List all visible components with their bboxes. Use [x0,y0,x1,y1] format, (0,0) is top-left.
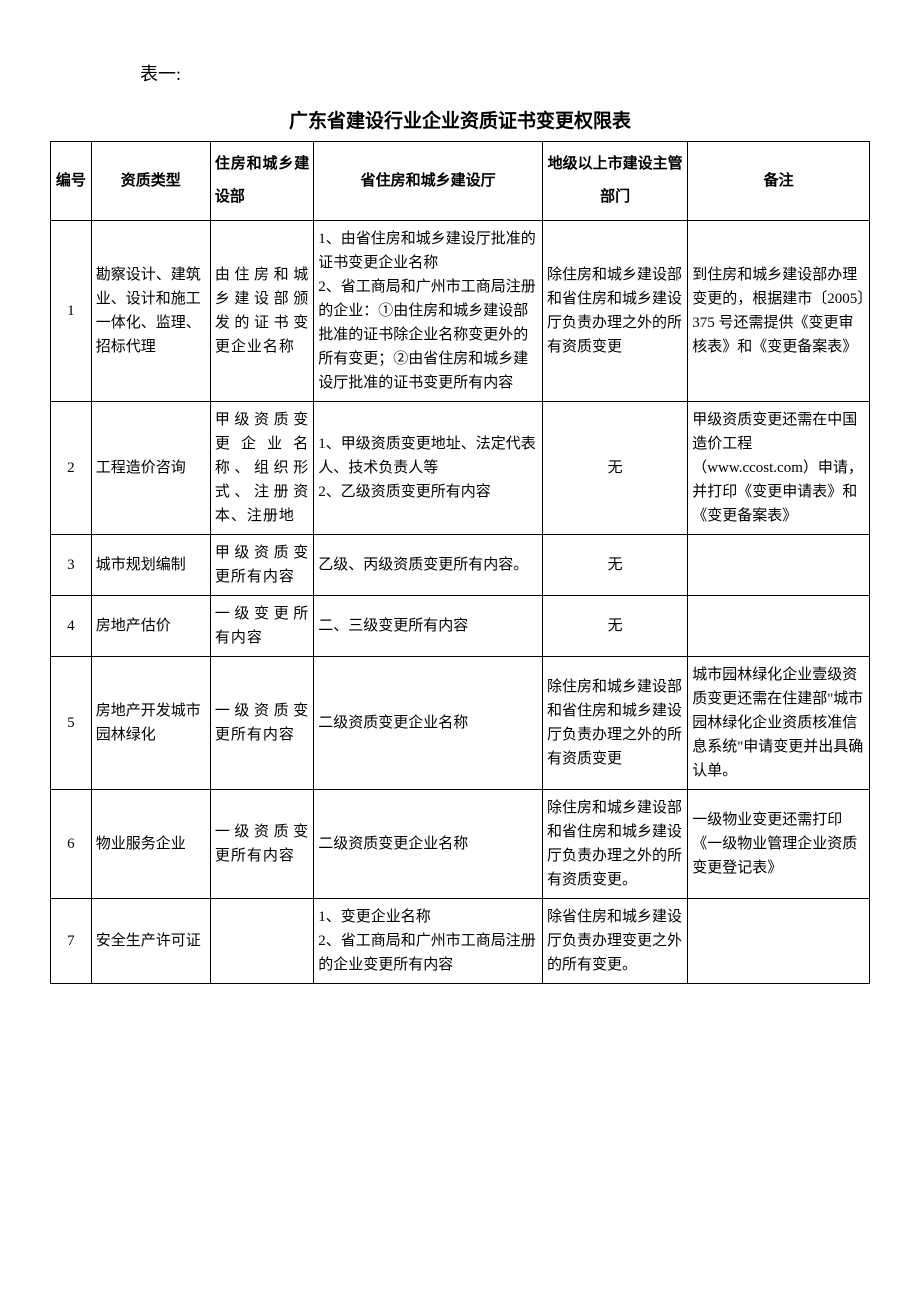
table-row: 4 房地产估价 一级变更所有内容 二、三级变更所有内容 无 [51,596,870,657]
cell-type: 房地产开发城市园林绿化 [91,657,210,790]
cell-notes: 城市园林绿化企业壹级资质变更还需在住建部"城市园林绿化企业资质核准信息系统"申请… [688,657,870,790]
cell-notes [688,596,870,657]
cell-notes: 到住房和城乡建设部办理变更的，根据建市〔2005〕375 号还需提供《变更审核表… [688,221,870,402]
header-id: 编号 [51,142,92,221]
cell-dept3: 除住房和城乡建设部和省住房和城乡建设厅负责办理之外的所有资质变更 [542,221,687,402]
cell-id: 5 [51,657,92,790]
cell-dept2: 二级资质变更企业名称 [314,657,543,790]
cell-dept3: 无 [542,402,687,535]
qualification-table: 编号 资质类型 住房和城乡建设部 省住房和城乡建设厅 地级以上市建设主管部门 备… [50,141,870,984]
table-row: 3 城市规划编制 甲级资质变更所有内容 乙级、丙级资质变更所有内容。 无 [51,535,870,596]
cell-notes [688,899,870,984]
cell-notes: 一级物业变更还需打印《一级物业管理企业资质变更登记表》 [688,790,870,899]
table-row: 2 工程造价咨询 甲级资质变更企业名称、组织形式、注册资本、注册地 1、甲级资质… [51,402,870,535]
table-row: 7 安全生产许可证 1、变更企业名称2、省工商局和广州市工商局注册的企业变更所有… [51,899,870,984]
cell-notes: 甲级资质变更还需在中国造价工程（www.ccost.com）申请，并打印《变更申… [688,402,870,535]
cell-dept3: 除住房和城乡建设部和省住房和城乡建设厅负责办理之外的所有资质变更。 [542,790,687,899]
cell-id: 6 [51,790,92,899]
cell-dept3: 无 [542,535,687,596]
cell-notes [688,535,870,596]
header-row: 编号 资质类型 住房和城乡建设部 省住房和城乡建设厅 地级以上市建设主管部门 备… [51,142,870,221]
cell-type: 工程造价咨询 [91,402,210,535]
cell-dept2: 二级资质变更企业名称 [314,790,543,899]
cell-id: 4 [51,596,92,657]
cell-dept3: 除省住房和城乡建设厅负责办理变更之外的所有变更。 [542,899,687,984]
cell-id: 2 [51,402,92,535]
cell-dept3: 无 [542,596,687,657]
cell-dept2: 二、三级变更所有内容 [314,596,543,657]
cell-dept1: 甲级资质变更企业名称、组织形式、注册资本、注册地 [210,402,313,535]
cell-type: 房地产估价 [91,596,210,657]
cell-type: 勘察设计、建筑业、设计和施工一体化、监理、招标代理 [91,221,210,402]
header-dept2: 省住房和城乡建设厅 [314,142,543,221]
table-label: 表一: [140,60,870,86]
table-body: 1 勘察设计、建筑业、设计和施工一体化、监理、招标代理 由住房和城乡建设部颁发的… [51,221,870,984]
cell-type: 城市规划编制 [91,535,210,596]
cell-id: 1 [51,221,92,402]
cell-type: 安全生产许可证 [91,899,210,984]
cell-dept2: 乙级、丙级资质变更所有内容。 [314,535,543,596]
header-dept1: 住房和城乡建设部 [210,142,313,221]
cell-dept1: 一级变更所有内容 [210,596,313,657]
cell-dept1: 一级资质变更所有内容 [210,657,313,790]
page-title: 广东省建设行业企业资质证书变更权限表 [50,106,870,133]
cell-dept2: 1、甲级资质变更地址、法定代表人、技术负责人等2、乙级资质变更所有内容 [314,402,543,535]
header-dept3: 地级以上市建设主管部门 [542,142,687,221]
cell-dept2: 1、变更企业名称2、省工商局和广州市工商局注册的企业变更所有内容 [314,899,543,984]
cell-id: 3 [51,535,92,596]
header-notes: 备注 [688,142,870,221]
table-row: 6 物业服务企业 一级资质变更所有内容 二级资质变更企业名称 除住房和城乡建设部… [51,790,870,899]
table-row: 1 勘察设计、建筑业、设计和施工一体化、监理、招标代理 由住房和城乡建设部颁发的… [51,221,870,402]
cell-type: 物业服务企业 [91,790,210,899]
cell-dept3: 除住房和城乡建设部和省住房和城乡建设厅负责办理之外的所有资质变更 [542,657,687,790]
header-type: 资质类型 [91,142,210,221]
cell-dept1: 甲级资质变更所有内容 [210,535,313,596]
cell-dept1: 由住房和城乡建设部颁发的证书变更企业名称 [210,221,313,402]
cell-dept1: 一级资质变更所有内容 [210,790,313,899]
cell-dept2: 1、由省住房和城乡建设厅批准的证书变更企业名称2、省工商局和广州市工商局注册的企… [314,221,543,402]
cell-dept1 [210,899,313,984]
table-row: 5 房地产开发城市园林绿化 一级资质变更所有内容 二级资质变更企业名称 除住房和… [51,657,870,790]
cell-id: 7 [51,899,92,984]
